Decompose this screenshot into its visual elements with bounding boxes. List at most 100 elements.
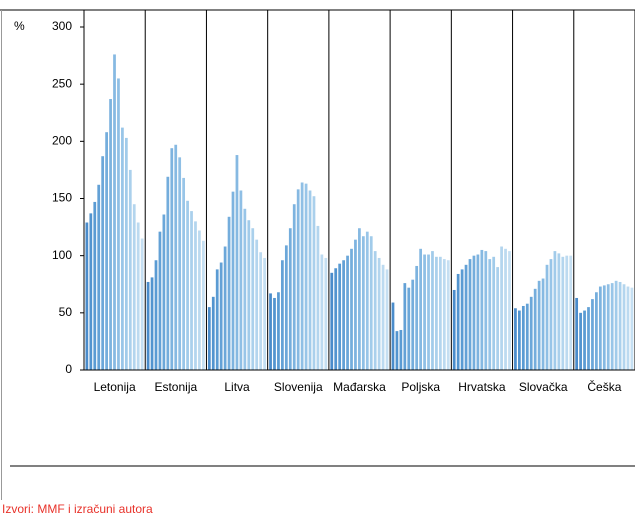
bar: [235, 155, 239, 370]
y-tick-label: 200: [52, 134, 72, 148]
bar: [277, 292, 280, 370]
bar: [292, 204, 296, 370]
bar: [85, 222, 89, 370]
bar: [468, 259, 472, 370]
bar: [346, 255, 349, 370]
bar: [618, 281, 622, 370]
bar: [97, 184, 101, 370]
bar: [162, 214, 166, 370]
bar: [602, 285, 606, 370]
bar: [381, 264, 385, 370]
bar: [354, 239, 357, 370]
bar: [626, 286, 630, 370]
bar: [500, 246, 503, 370]
bar: [395, 331, 399, 370]
bar: [488, 259, 492, 370]
bar: [583, 310, 586, 370]
bar: [136, 222, 140, 370]
bar: [446, 260, 450, 370]
bar: [598, 286, 602, 370]
bar: [435, 256, 438, 370]
bar: [456, 273, 460, 370]
bar: [484, 251, 488, 370]
bar: [587, 307, 590, 370]
bar: [575, 297, 579, 370]
x-tick-label: Estonija: [154, 380, 197, 394]
bar: [247, 220, 251, 370]
bar: [178, 157, 182, 370]
bar: [521, 305, 525, 370]
bar: [569, 255, 573, 370]
bar: [365, 231, 369, 370]
bar: [358, 228, 361, 370]
bar: [373, 251, 377, 370]
bar: [215, 269, 219, 370]
bar: [338, 263, 342, 370]
bar: [255, 239, 259, 370]
bar: [219, 262, 223, 370]
bar: [223, 246, 227, 370]
bar: [411, 279, 415, 370]
bar: [186, 200, 189, 370]
bar: [350, 248, 353, 370]
bar: [239, 190, 243, 370]
bar: [154, 260, 158, 370]
bar: [300, 182, 304, 370]
bar: [316, 225, 320, 370]
bar: [595, 292, 598, 370]
bar: [537, 280, 541, 370]
y-tick-label: 300: [52, 19, 72, 33]
bar: [533, 288, 537, 370]
bar: [201, 240, 205, 370]
bar: [296, 189, 300, 370]
bar: [281, 260, 284, 370]
bar: [549, 259, 553, 370]
bar: [614, 280, 618, 370]
y-tick-label: 0: [65, 362, 72, 376]
bar: [508, 251, 511, 370]
bar: [128, 169, 132, 370]
bar: [334, 268, 338, 370]
bar: [330, 272, 334, 370]
bar: [304, 183, 308, 370]
bar: [117, 78, 120, 370]
bar: [243, 208, 247, 370]
bar: [121, 127, 124, 370]
bar: [460, 269, 464, 370]
bar: [518, 310, 521, 370]
x-tick-label: Mađarska: [333, 380, 386, 394]
bar: [514, 308, 517, 370]
y-tick-label: 250: [52, 76, 72, 90]
bar: [259, 252, 263, 370]
bar: [565, 255, 569, 370]
bar: [403, 283, 407, 370]
bar: [452, 289, 456, 370]
x-tick-label: Slovenija: [274, 380, 323, 394]
bar: [610, 283, 614, 370]
bar: [263, 257, 266, 370]
bar: [93, 201, 97, 370]
bar: [476, 254, 480, 370]
bar: [541, 278, 545, 370]
bar: [158, 231, 162, 370]
bar: [361, 236, 365, 370]
bar: [146, 281, 150, 370]
bar: [273, 297, 276, 370]
x-tick-label: Slovačka: [519, 380, 568, 394]
bar: [377, 257, 381, 370]
bar: [109, 99, 112, 370]
bar: [170, 148, 174, 370]
bar: [182, 177, 186, 370]
bar: [251, 228, 255, 370]
bar: [385, 269, 389, 370]
bar: [472, 255, 476, 370]
bar: [553, 251, 557, 370]
bar: [419, 248, 422, 370]
bar: [190, 211, 193, 370]
bar: [320, 254, 324, 370]
bar: [561, 256, 565, 370]
y-tick-label: 100: [52, 248, 72, 262]
bar: [198, 230, 201, 370]
bar: [431, 251, 434, 370]
